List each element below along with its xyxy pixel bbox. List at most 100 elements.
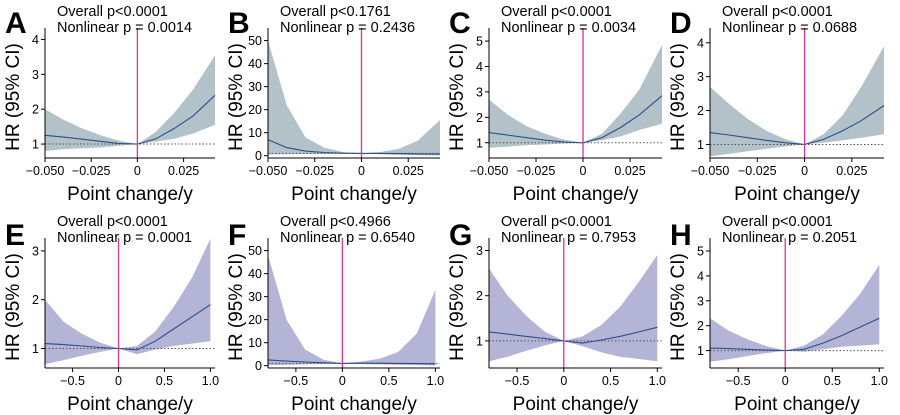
- y-tick-label: 5: [476, 35, 483, 49]
- panel-letter: D: [670, 7, 692, 40]
- overall-p: Overall p<0.1761: [280, 4, 391, 20]
- x-tick-label: 0.025: [836, 164, 867, 178]
- overall-p: Overall p<0.0001: [722, 4, 833, 20]
- y-tick-label: 2: [476, 111, 483, 125]
- panel-letter: A: [5, 7, 27, 40]
- y-tick-label: 50: [248, 244, 262, 258]
- x-tick-label: 0.025: [393, 164, 424, 178]
- hr-curve: [709, 317, 880, 352]
- confidence-band: [45, 238, 211, 365]
- panel-letter: E: [5, 219, 25, 252]
- nonlinear-p: Nonlinear p = 0.2051: [722, 230, 857, 246]
- y-axis-title: HR (95% CI): [447, 43, 468, 151]
- x-tick-label: 0.025: [168, 164, 199, 178]
- x-tick-label: 0.025: [614, 164, 645, 178]
- x-tick-label: −0.025: [295, 164, 334, 178]
- y-tick-label: 40: [248, 267, 262, 281]
- overall-p: Overall p<0.0001: [501, 214, 612, 230]
- x-tick-label: −0.025: [517, 164, 556, 178]
- confidence-band: [45, 55, 215, 152]
- panel-letter: H: [670, 219, 692, 252]
- confidence-band: [268, 255, 436, 366]
- nonlinear-p: Nonlinear p = 0.0688: [722, 20, 857, 36]
- y-tick-label: 0: [255, 359, 262, 373]
- panel-g: 1 2 3 −0.5 0 0.5 1.0 Point change/y HR (95% CI)G…: [447, 214, 666, 415]
- nonlinear-p: Nonlinear p = 0.7953: [501, 230, 636, 246]
- x-tick-label: −0.050: [691, 164, 730, 178]
- x-tick-label: 0.5: [824, 374, 841, 388]
- y-tick-label: 2: [697, 104, 704, 118]
- x-axis-title: Point change/y: [734, 394, 860, 415]
- y-tick-label: 4: [32, 33, 39, 47]
- x-tick-label: 1.0: [427, 374, 444, 388]
- x-axis-title: Point change/y: [513, 184, 639, 205]
- x-tick-label: 0: [358, 164, 365, 178]
- x-tick-label: 1.0: [871, 374, 888, 388]
- confidence-band: [489, 255, 658, 362]
- y-tick-label: 4: [697, 36, 704, 50]
- x-tick-label: −0.025: [738, 164, 777, 178]
- y-tick-label: 1: [697, 344, 704, 358]
- x-tick-label: −0.050: [26, 164, 65, 178]
- y-tick-label: 20: [248, 103, 262, 117]
- x-tick-label: 1.0: [202, 374, 219, 388]
- panel-letter: F: [228, 219, 246, 252]
- x-tick-label: −0.050: [249, 164, 288, 178]
- panel-letter: C: [449, 7, 471, 40]
- hr-curve: [267, 139, 441, 155]
- x-tick-label: −0.5: [505, 374, 530, 388]
- x-tick-label: −0.5: [726, 374, 751, 388]
- nonlinear-p: Nonlinear p = 0.6540: [280, 230, 415, 246]
- y-axis-title: HR (95% CI): [226, 43, 247, 151]
- panel-b: 0 10 20 30 40 50 −0.050 −0.025 0 0.025 Point chang…: [226, 4, 441, 205]
- y-tick-label: 3: [32, 244, 39, 258]
- confidence-band: [710, 264, 880, 362]
- y-tick-label: 10: [248, 336, 262, 350]
- x-tick-label: 0: [560, 374, 567, 388]
- y-tick-label: 2: [32, 293, 39, 307]
- y-tick-label: 1: [476, 334, 483, 348]
- y-tick-label: 3: [476, 85, 483, 99]
- y-tick-label: 5: [697, 244, 704, 258]
- x-tick-label: −0.5: [284, 374, 309, 388]
- panel-f: 0 10 20 30 40 50 −0.5 0 0.5 1.0 Point change/y HR (…: [226, 214, 444, 415]
- overall-p: Overall p<0.0001: [722, 214, 833, 230]
- hr-curve: [709, 105, 885, 145]
- x-tick-label: −0.5: [60, 374, 85, 388]
- nonlinear-p: Nonlinear p = 0.0034: [501, 20, 636, 36]
- y-tick-label: 4: [476, 60, 483, 74]
- y-tick-label: 40: [248, 57, 262, 71]
- y-tick-label: 4: [697, 269, 704, 283]
- x-tick-label: −0.050: [470, 164, 509, 178]
- hr-curve: [267, 359, 436, 365]
- x-tick-label: 0: [801, 164, 808, 178]
- overall-p: Overall p<0.0001: [501, 4, 612, 20]
- panel-a: 1 2 3 4 −0.050 −0.025 0 0.025 Point change/y HR (…: [3, 4, 216, 205]
- panel-d: 1 2 3 4 −0.050 −0.025 0 0.025 Point change/y HR (…: [668, 4, 885, 205]
- y-axis-title: HR (95% CI): [668, 253, 689, 361]
- y-axis-title: HR (95% CI): [3, 43, 24, 151]
- x-tick-label: 0: [782, 374, 789, 388]
- x-tick-label: 0: [134, 164, 141, 178]
- panel-letter: B: [228, 7, 250, 40]
- hr-curve: [44, 94, 216, 145]
- x-tick-label: 0: [580, 164, 587, 178]
- y-tick-label: 2: [32, 103, 39, 117]
- y-tick-label: 1: [476, 136, 483, 150]
- x-tick-label: 0: [339, 374, 346, 388]
- y-tick-label: 30: [248, 290, 262, 304]
- y-tick-label: 20: [248, 313, 262, 327]
- x-axis-title: Point change/y: [291, 394, 417, 415]
- y-axis-title: HR (95% CI): [226, 253, 247, 361]
- nonlinear-p: Nonlinear p = 0.0001: [57, 230, 192, 246]
- confidence-band: [489, 44, 662, 148]
- y-tick-label: 10: [248, 126, 262, 140]
- y-tick-label: 1: [32, 342, 39, 356]
- panel-c: 1 2 3 4 5 −0.050 −0.025 0 0.025 Point change/y HR …: [447, 4, 663, 205]
- y-tick-label: 30: [248, 80, 262, 94]
- x-tick-label: −0.025: [72, 164, 111, 178]
- y-tick-label: 2: [697, 319, 704, 333]
- nonlinear-p: Nonlinear p = 0.2436: [280, 20, 415, 36]
- confidence-band: [268, 40, 440, 156]
